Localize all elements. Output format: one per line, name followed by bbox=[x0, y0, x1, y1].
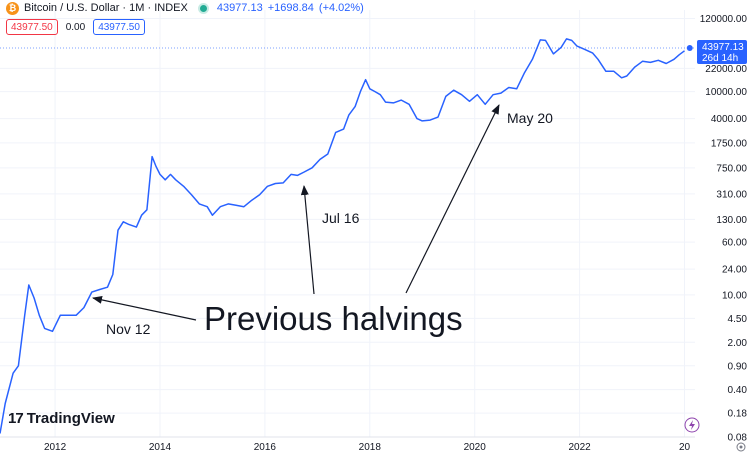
arrow-may20 bbox=[405, 104, 500, 294]
y-tick-label: 130.00 bbox=[716, 215, 747, 226]
y-tick-label: 22000.00 bbox=[705, 64, 747, 75]
y-tick-label: 24.00 bbox=[722, 265, 747, 276]
settings-icon[interactable] bbox=[736, 442, 746, 452]
y-tick-label: 10.00 bbox=[722, 290, 747, 301]
market-open-icon bbox=[199, 4, 207, 12]
symbol-title[interactable]: Bitcoin / U.S. Dollar · 1M · INDEX bbox=[24, 2, 188, 14]
annotation-previous-halvings: Previous halvings bbox=[204, 300, 463, 337]
x-axis: 2012 2014 2016 2018 2020 2022 20 bbox=[44, 442, 691, 453]
lightning-icon-glyph bbox=[689, 420, 695, 430]
x-tick-label: 2014 bbox=[149, 442, 172, 453]
y-tick-label: 0.18 bbox=[728, 409, 748, 420]
annotation-jul16: Jul 16 bbox=[322, 210, 360, 226]
tradingview-logo-text: TradingView bbox=[26, 410, 115, 427]
x-tick-label: 2012 bbox=[44, 442, 67, 453]
x-tick-label: 2016 bbox=[254, 442, 277, 453]
x-tick-label: 20 bbox=[679, 442, 691, 453]
y-tick-label: 4.50 bbox=[728, 314, 748, 325]
spread-value: 0.00 bbox=[65, 21, 86, 33]
price-label-value: 43977.13 bbox=[702, 42, 744, 53]
tradingview-logo[interactable]: 17 TradingView bbox=[8, 410, 115, 427]
arrow-jul16 bbox=[300, 185, 315, 295]
buy-button[interactable]: 43977.50 bbox=[93, 19, 145, 35]
price-change-pct: (+4.02%) bbox=[318, 2, 364, 14]
symbol-header: ₿ Bitcoin / U.S. Dollar · 1M · INDEX 439… bbox=[6, 0, 369, 16]
y-tick-label: 4000.00 bbox=[711, 114, 748, 125]
y-tick-label: 0.90 bbox=[728, 361, 748, 372]
y-tick-label: 0.40 bbox=[728, 385, 748, 396]
grid bbox=[0, 10, 695, 438]
x-tick-label: 2018 bbox=[359, 442, 382, 453]
sell-button[interactable]: 43977.50 bbox=[6, 19, 58, 35]
price-label: 43977.13 26d 14h bbox=[697, 40, 747, 65]
y-tick-label: 120000.00 bbox=[700, 14, 748, 25]
settings-icon-center bbox=[739, 445, 743, 449]
tradingview-logo-icon: 17 bbox=[8, 410, 24, 427]
x-tick-label: 2020 bbox=[464, 442, 487, 453]
y-tick-label: 2.00 bbox=[728, 338, 748, 349]
price-label-countdown: 26d 14h bbox=[702, 53, 738, 64]
y-axis: 120000.00 22000.00 10000.00 4000.00 1750.00 7… bbox=[700, 14, 748, 444]
arrow-nov12 bbox=[92, 295, 197, 321]
x-tick-label: 2022 bbox=[568, 442, 591, 453]
y-tick-label: 750.00 bbox=[716, 163, 747, 174]
y-tick-label: 60.00 bbox=[722, 238, 747, 249]
last-price: 43977.13 bbox=[216, 2, 263, 14]
y-tick-label: 310.00 bbox=[716, 189, 747, 200]
annotation-nov12: Nov 12 bbox=[106, 321, 151, 337]
quote-row: 43977.50 0.00 43977.50 bbox=[6, 19, 145, 35]
series-line-btc bbox=[0, 38, 685, 434]
annotation-may20: May 20 bbox=[507, 110, 553, 126]
price-change: +1698.84 bbox=[267, 2, 314, 14]
bitcoin-icon: ₿ bbox=[6, 1, 19, 15]
y-tick-label: 10000.00 bbox=[705, 87, 747, 98]
y-tick-label: 1750.00 bbox=[711, 138, 748, 149]
last-point bbox=[686, 45, 693, 52]
y-tick-label: 0.08 bbox=[728, 433, 748, 444]
